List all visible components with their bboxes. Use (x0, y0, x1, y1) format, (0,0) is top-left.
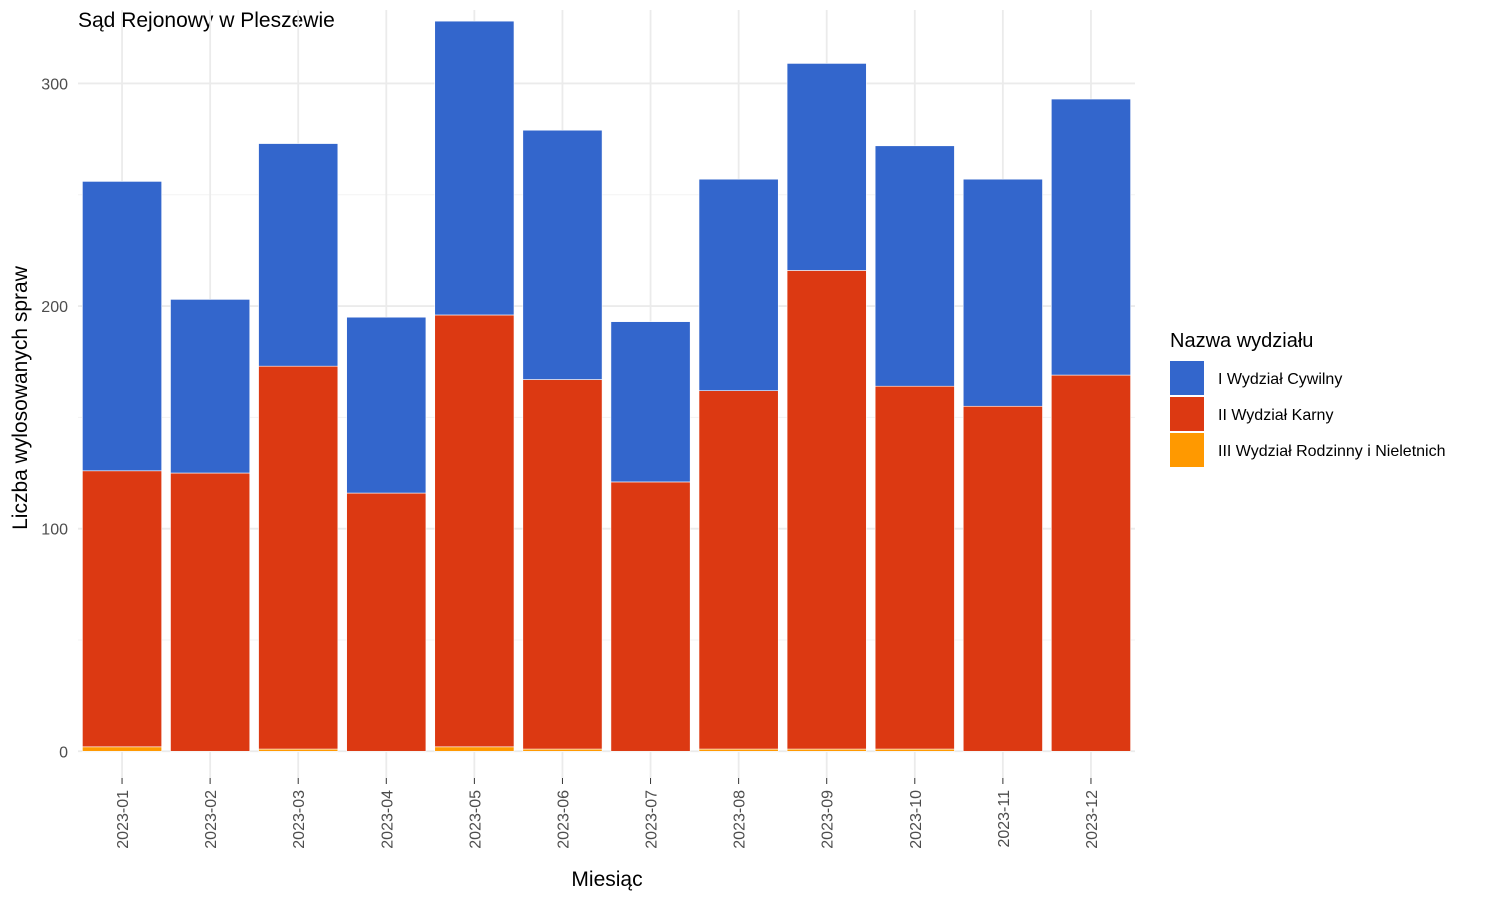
x-tick-label: 2023-02 (203, 790, 220, 849)
legend-label: I Wydział Cywilny (1218, 371, 1342, 388)
bar-segment (258, 748, 339, 752)
chart-title: Sąd Rejonowy w Pleszewie (78, 9, 335, 32)
x-tick-label: 2023-10 (908, 790, 925, 849)
bar-segment (874, 748, 955, 752)
bar-segment (698, 748, 779, 752)
y-tick-label: 300 (41, 76, 68, 93)
x-axis-ticks: 2023-01 2023-02 2023-03 2023-04 2023-05 2023-… (115, 778, 1101, 849)
y-tick-label: 100 (41, 522, 68, 539)
bar-segment (434, 20, 515, 316)
bar-segment (346, 492, 427, 752)
x-tick-label: 2023-01 (115, 790, 132, 849)
x-tick-label: 2023-04 (379, 790, 396, 849)
bar-segment (434, 314, 515, 748)
bar-segment (346, 316, 427, 494)
bar-segment (434, 746, 515, 752)
bar-segment (1051, 374, 1131, 752)
bar-segment (522, 748, 603, 752)
bars (82, 20, 1131, 752)
legend-swatch (1170, 361, 1204, 395)
legend-swatch (1170, 433, 1204, 467)
bar-segment (170, 472, 251, 752)
bar-segment (170, 299, 251, 474)
bar-segment (786, 748, 867, 752)
bar-segment (786, 270, 867, 750)
legend-title: Nazwa wydziału (1170, 330, 1313, 352)
bar-segment (874, 145, 955, 387)
bar-segment (1051, 98, 1131, 376)
x-tick-label: 2023-11 (996, 790, 1013, 848)
legend-label: III Wydział Rodzinny i Nieletnich (1218, 443, 1446, 460)
bar-segment (698, 178, 779, 391)
x-tick-label: 2023-06 (555, 790, 572, 849)
bar-segment (962, 405, 1043, 752)
x-tick-label: 2023-05 (467, 790, 484, 849)
y-tick-label: 200 (41, 299, 68, 316)
x-tick-label: 2023-08 (732, 790, 749, 849)
bar-segment (258, 365, 339, 750)
x-tick-label: 2023-12 (1084, 790, 1101, 849)
bar-segment (610, 321, 691, 483)
bar-segment (962, 178, 1043, 407)
bar-segment (522, 129, 603, 380)
bar-segment (82, 746, 162, 752)
bar-segment (82, 470, 162, 748)
bar-segment (874, 385, 955, 750)
bar-segment (698, 390, 779, 750)
x-axis-title: Miesiąc (571, 868, 642, 891)
legend: Nazwa wydziału I Wydział Cywilny II Wydzi… (1170, 330, 1446, 467)
legend-label: II Wydział Karny (1218, 407, 1333, 424)
y-tick-label: 0 (59, 744, 68, 761)
x-tick-label: 2023-07 (644, 790, 661, 849)
bar-segment (610, 481, 691, 752)
bar-segment (786, 63, 867, 271)
x-tick-label: 2023-03 (291, 790, 308, 849)
y-axis-title: Liczba wylosowanych spraw (9, 265, 32, 530)
x-tick-label: 2023-09 (820, 790, 837, 849)
bar-segment (258, 143, 339, 367)
bar-segment (82, 181, 162, 472)
legend-swatch (1170, 397, 1204, 431)
bar-segment (522, 379, 603, 750)
y-axis-ticks: 0 100 200 300 (41, 76, 68, 761)
